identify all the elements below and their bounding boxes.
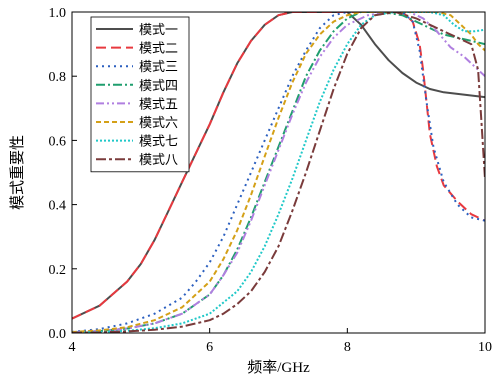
x-tick-label-2: 6 (206, 340, 213, 355)
series-layer (72, 12, 485, 333)
legend-label-2: 模式二 (139, 41, 178, 56)
y-tick-label-1: 0.0 (49, 327, 67, 342)
x-axis-title: 频率/GHz (247, 359, 310, 376)
y-tick-label-2: 0.2 (49, 263, 67, 278)
series-line-2 (72, 12, 485, 320)
ticks-layer: 4 6 8 10 0.0 0.2 0.4 0.6 0.8 1.0 (49, 6, 493, 355)
legend-label-3: 模式三 (139, 59, 178, 74)
series-line-8 (72, 12, 485, 333)
series-line-5 (72, 12, 485, 333)
legend-label-6: 模式六 (139, 115, 178, 130)
x-tick-label-4: 10 (478, 340, 492, 355)
legend-label-7: 模式七 (139, 134, 178, 149)
x-tick-label-1: 4 (69, 340, 76, 355)
series-line-7 (72, 12, 485, 333)
y-tick-label-3: 0.4 (49, 199, 67, 214)
x-tick-label-3: 8 (344, 340, 351, 355)
y-tick-label-4: 0.6 (49, 134, 67, 149)
y-tick-label-6: 1.0 (49, 6, 67, 21)
legend-label-5: 模式五 (139, 96, 178, 111)
series-line-6 (72, 12, 485, 333)
y-axis-title: 模式重要性 (9, 135, 26, 210)
legend-label-8: 模式八 (139, 152, 178, 167)
legend-label-1: 模式一 (139, 22, 178, 37)
series-line-3 (72, 12, 485, 333)
series-line-4 (72, 12, 485, 333)
plot-frame (71, 11, 486, 334)
legend-label-4: 模式四 (139, 78, 178, 93)
y-tick-label-5: 0.8 (49, 70, 67, 85)
legend-box (90, 16, 190, 173)
